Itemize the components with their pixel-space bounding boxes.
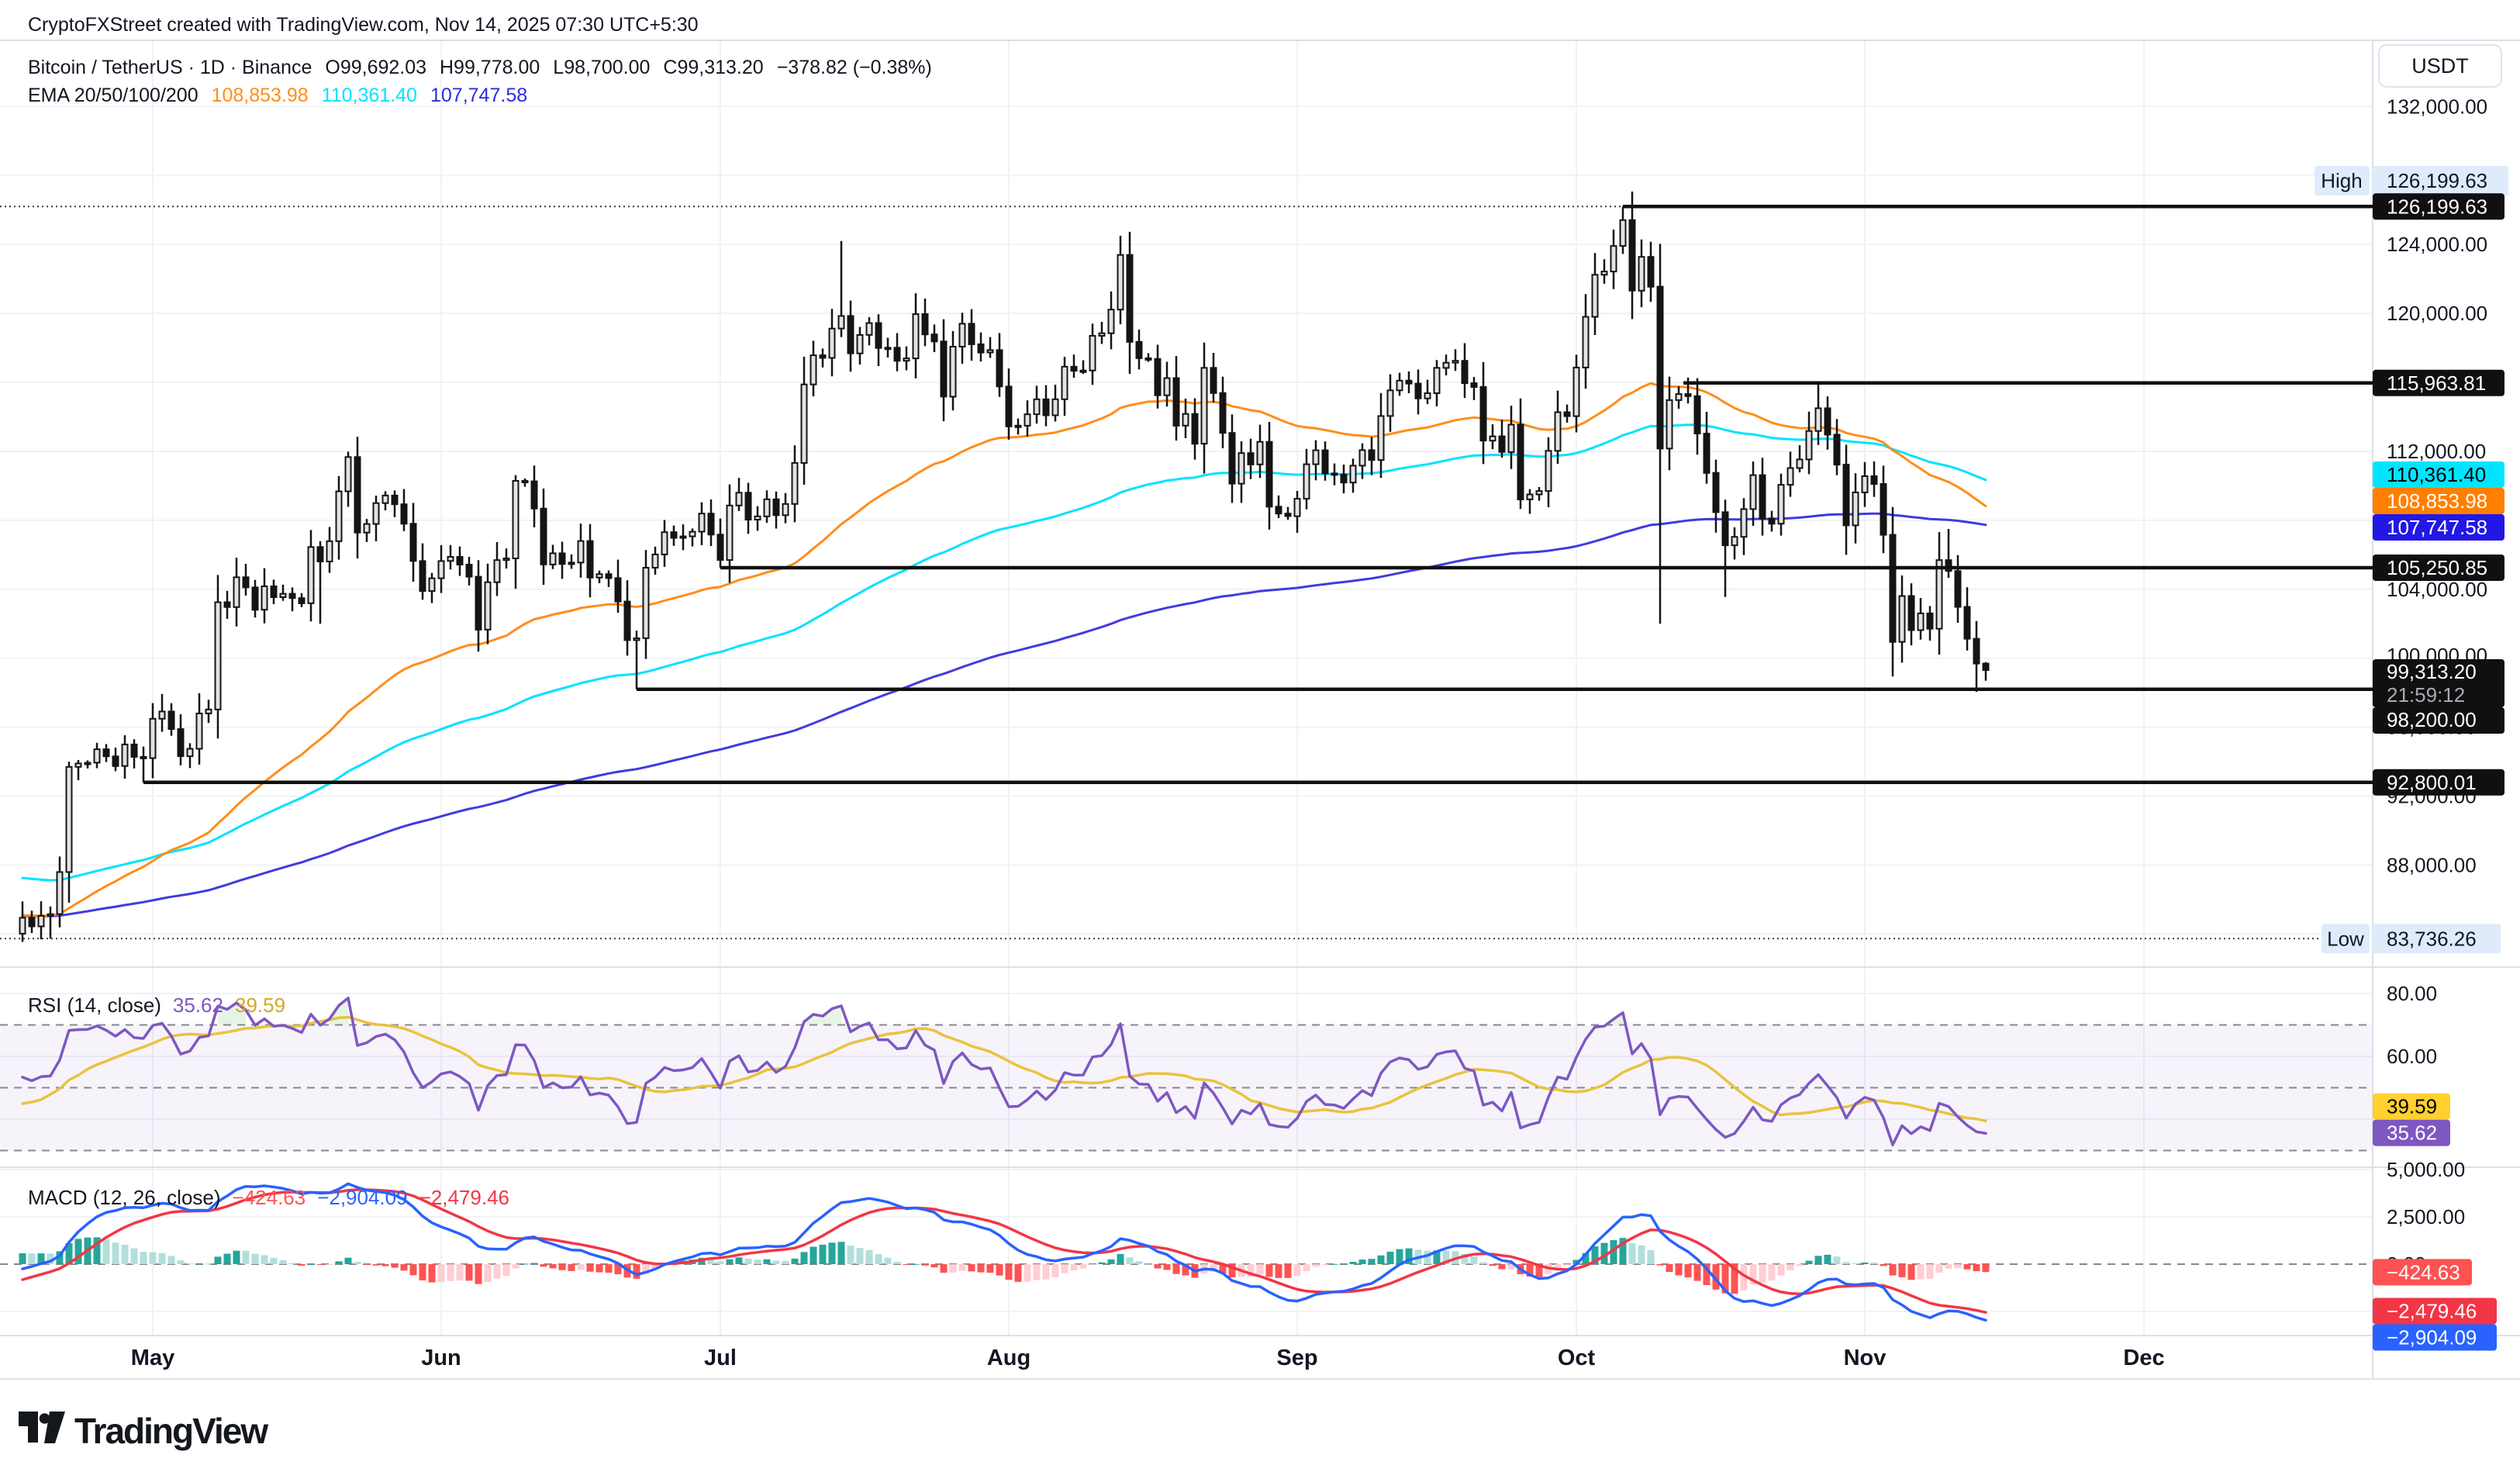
svg-text:CryptoFXStreet created with Tr: CryptoFXStreet created with TradingView.…: [28, 14, 699, 36]
svg-text:−2,904.09: −2,904.09: [317, 1186, 407, 1209]
svg-text:C99,313.20: C99,313.20: [663, 57, 763, 78]
svg-text:104,000.00: 104,000.00: [2387, 578, 2487, 601]
svg-text:−2,479.46: −2,479.46: [2387, 1300, 2477, 1323]
svg-text:108,853.98: 108,853.98: [212, 85, 309, 106]
svg-text:83,736.26: 83,736.26: [2387, 927, 2477, 950]
svg-text:Jul: Jul: [704, 1346, 737, 1370]
svg-text:126,199.63: 126,199.63: [2387, 169, 2487, 192]
svg-text:Dec: Dec: [2123, 1346, 2164, 1370]
svg-text:60.00: 60.00: [2387, 1045, 2437, 1068]
svg-text:108,853.98: 108,853.98: [2387, 489, 2487, 513]
svg-text:35.62: 35.62: [173, 993, 223, 1017]
svg-text:88,000.00: 88,000.00: [2387, 854, 2477, 877]
svg-text:112,000.00: 112,000.00: [2387, 440, 2486, 463]
svg-text:107,747.58: 107,747.58: [430, 85, 527, 106]
svg-text:98,200.00: 98,200.00: [2387, 708, 2477, 731]
svg-text:USDT: USDT: [2411, 54, 2469, 78]
svg-text:High: High: [2321, 169, 2362, 192]
svg-text:L98,700.00: L98,700.00: [553, 57, 650, 78]
svg-text:21:59:12: 21:59:12: [2387, 683, 2465, 707]
svg-text:110,361.40: 110,361.40: [322, 85, 417, 106]
svg-text:Low: Low: [2327, 927, 2364, 950]
svg-text:99,313.20: 99,313.20: [2387, 660, 2477, 683]
svg-text:−424.63: −424.63: [233, 1186, 306, 1209]
svg-text:Aug: Aug: [987, 1346, 1030, 1370]
svg-text:39.59: 39.59: [2387, 1095, 2437, 1118]
svg-text:92,800.01: 92,800.01: [2387, 771, 2477, 794]
svg-text:105,250.85: 105,250.85: [2387, 556, 2487, 579]
svg-text:35.62: 35.62: [2387, 1121, 2437, 1145]
svg-text:Nov: Nov: [1844, 1346, 1887, 1370]
svg-text:May: May: [131, 1346, 174, 1370]
svg-text:MACD (12, 26, close): MACD (12, 26, close): [28, 1186, 221, 1209]
svg-text:Bitcoin / TetherUS · 1D · Bina: Bitcoin / TetherUS · 1D · Binance: [28, 57, 312, 78]
svg-text:Sep: Sep: [1276, 1346, 1317, 1370]
svg-text:39.59: 39.59: [235, 993, 285, 1017]
svg-text:80.00: 80.00: [2387, 982, 2437, 1005]
svg-text:EMA 20/50/100/200: EMA 20/50/100/200: [28, 85, 198, 106]
svg-text:107,747.58: 107,747.58: [2387, 516, 2487, 539]
svg-text:126,199.63: 126,199.63: [2387, 195, 2487, 218]
svg-text:−2,479.46: −2,479.46: [419, 1186, 509, 1209]
svg-text:110,361.40: 110,361.40: [2387, 463, 2486, 486]
svg-text:124,000.00: 124,000.00: [2387, 233, 2487, 256]
svg-text:132,000.00: 132,000.00: [2387, 95, 2487, 118]
svg-text:Oct: Oct: [1558, 1346, 1596, 1370]
svg-text:O99,692.03: O99,692.03: [325, 57, 426, 78]
svg-text:RSI (14, close): RSI (14, close): [28, 993, 161, 1017]
svg-text:Jun: Jun: [421, 1346, 461, 1370]
svg-text:5,000.00: 5,000.00: [2387, 1158, 2465, 1181]
svg-text:−378.82 (−0.38%): −378.82 (−0.38%): [777, 57, 932, 78]
svg-text:TradingView: TradingView: [74, 1411, 268, 1451]
svg-text:2,500.00: 2,500.00: [2387, 1205, 2465, 1228]
svg-text:120,000.00: 120,000.00: [2387, 302, 2487, 325]
svg-text:H99,778.00: H99,778.00: [440, 57, 540, 78]
svg-text:115,963.81: 115,963.81: [2387, 371, 2486, 395]
svg-text:−2,904.09: −2,904.09: [2387, 1326, 2477, 1349]
svg-text:−424.63: −424.63: [2387, 1260, 2460, 1284]
